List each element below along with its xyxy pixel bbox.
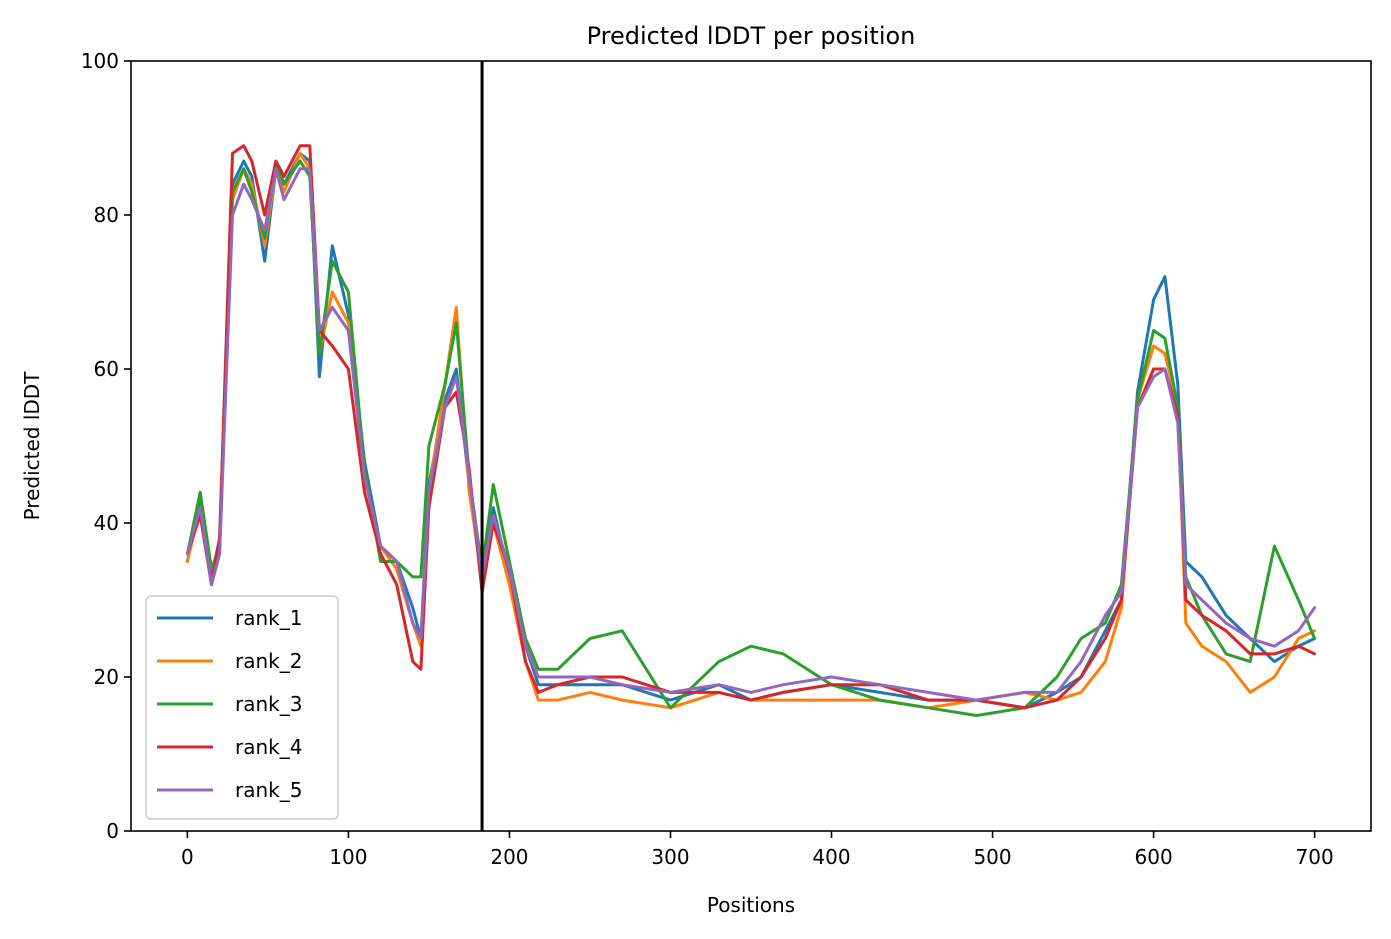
x-tick-label: 200 <box>490 845 528 869</box>
x-tick-label: 0 <box>181 845 194 869</box>
series-line-rank-3 <box>185 159 1317 717</box>
y-axis: 0 20 40 60 80 100 <box>81 49 131 843</box>
series-line-rank-4 <box>185 144 1317 710</box>
legend-label: rank_1 <box>235 606 302 630</box>
x-tick-label: 600 <box>1135 845 1173 869</box>
x-tick-label: 300 <box>651 845 689 869</box>
plot-area <box>185 61 1317 831</box>
x-tick-label: 400 <box>812 845 850 869</box>
x-axis-label: Positions <box>707 893 795 917</box>
series-line-rank-5 <box>185 167 1317 702</box>
legend: rank_1 rank_2 rank_3 rank_4 rank_5 <box>145 595 339 820</box>
y-axis-label: Predicted lDDT <box>20 371 44 521</box>
legend-label: rank_4 <box>235 735 302 759</box>
legend-box <box>145 595 339 820</box>
y-tick-label: 80 <box>94 203 119 227</box>
chart-title: Predicted lDDT per position <box>587 22 916 50</box>
legend-label: rank_2 <box>235 649 302 673</box>
legend-label: rank_5 <box>235 778 302 802</box>
x-axis: 0 100 200 300 400 500 600 700 <box>181 831 1334 869</box>
y-tick-label: 20 <box>94 665 119 689</box>
legend-label: rank_3 <box>235 692 302 716</box>
x-tick-label: 100 <box>329 845 367 869</box>
y-tick-label: 60 <box>94 357 119 381</box>
y-tick-label: 0 <box>106 819 119 843</box>
y-tick-label: 100 <box>81 49 119 73</box>
plot-frame <box>130 60 1372 832</box>
y-tick-label: 40 <box>94 511 119 535</box>
x-tick-label: 700 <box>1296 845 1334 869</box>
x-tick-label: 500 <box>973 845 1011 869</box>
